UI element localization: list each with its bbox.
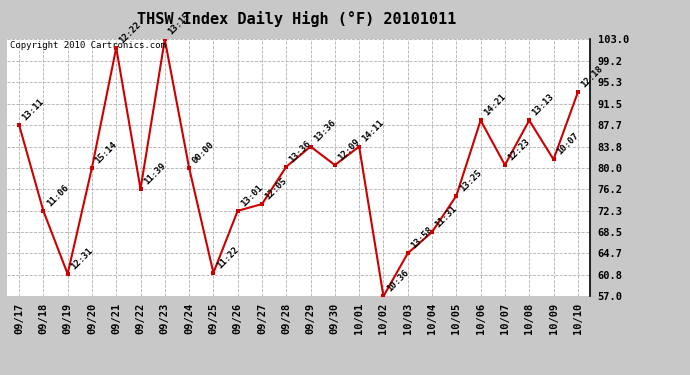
- Text: 13:25: 13:25: [457, 168, 483, 193]
- Text: 11:39: 11:39: [142, 161, 167, 186]
- Text: 12:23: 12:23: [506, 137, 532, 162]
- Text: 12:09: 12:09: [336, 137, 362, 162]
- Text: 11:22: 11:22: [215, 244, 240, 270]
- Text: 12:31: 12:31: [69, 246, 95, 271]
- Text: 13:13: 13:13: [531, 92, 556, 118]
- Text: 14:11: 14:11: [361, 118, 386, 144]
- Text: 13:36: 13:36: [288, 138, 313, 164]
- Text: 13:58: 13:58: [409, 225, 435, 251]
- Text: Copyright 2010 Cartronics.com: Copyright 2010 Cartronics.com: [10, 40, 166, 50]
- Text: 13:01: 13:01: [239, 183, 264, 208]
- Text: 11:31: 11:31: [433, 204, 459, 229]
- Text: 13:11: 13:11: [21, 97, 46, 122]
- Text: 13:36: 13:36: [312, 118, 337, 144]
- Text: 00:00: 00:00: [190, 140, 216, 165]
- Text: 10:07: 10:07: [555, 131, 580, 157]
- Text: THSW Index Daily High (°F) 20101011: THSW Index Daily High (°F) 20101011: [137, 11, 456, 27]
- Text: 12:22: 12:22: [117, 20, 143, 45]
- Text: 11:06: 11:06: [45, 183, 70, 208]
- Text: 10:36: 10:36: [385, 268, 411, 294]
- Text: 15:14: 15:14: [93, 140, 119, 165]
- Text: 14:21: 14:21: [482, 92, 507, 118]
- Text: 13:15: 13:15: [166, 11, 192, 37]
- Text: 12:18: 12:18: [579, 64, 604, 90]
- Text: 12:05: 12:05: [264, 176, 288, 201]
